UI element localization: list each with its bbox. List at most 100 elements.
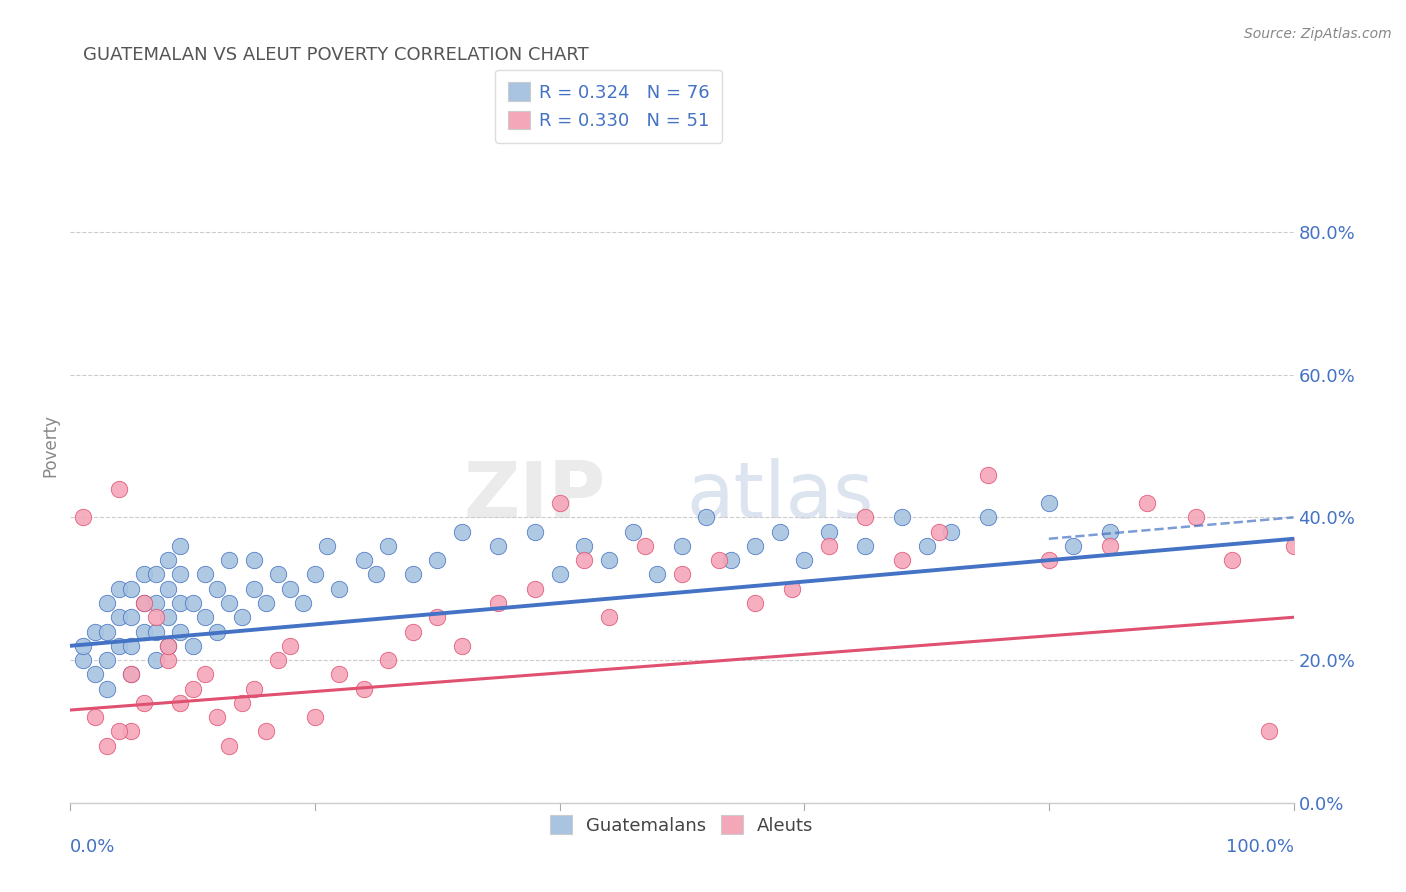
Point — [121, 724, 143, 739]
Point — [572, 553, 595, 567]
Point — [769, 524, 792, 539]
Point — [1038, 496, 1060, 510]
Point — [780, 582, 803, 596]
Point — [671, 567, 693, 582]
Point — [695, 510, 717, 524]
Point — [181, 639, 204, 653]
Point — [548, 567, 571, 582]
Point — [1220, 553, 1243, 567]
Point — [169, 624, 191, 639]
Point — [169, 539, 191, 553]
Point — [108, 482, 131, 496]
Point — [194, 610, 217, 624]
Point — [145, 653, 167, 667]
Point — [243, 681, 266, 696]
Point — [145, 596, 167, 610]
Point — [231, 610, 253, 624]
Point — [328, 667, 350, 681]
Point — [402, 624, 425, 639]
Point — [855, 510, 877, 524]
Point — [720, 553, 742, 567]
Legend: Guatemalans, Aleuts: Guatemalans, Aleuts — [541, 806, 823, 844]
Text: GUATEMALAN VS ALEUT POVERTY CORRELATION CHART: GUATEMALAN VS ALEUT POVERTY CORRELATION … — [83, 46, 588, 64]
Point — [353, 681, 375, 696]
Point — [218, 739, 240, 753]
Point — [96, 624, 118, 639]
Point — [132, 567, 155, 582]
Point — [891, 553, 914, 567]
Point — [744, 596, 766, 610]
Point — [426, 553, 449, 567]
Point — [121, 667, 143, 681]
Point — [132, 624, 155, 639]
Point — [181, 596, 204, 610]
Point — [1099, 539, 1122, 553]
Point — [121, 667, 143, 681]
Point — [243, 582, 266, 596]
Point — [108, 610, 131, 624]
Point — [205, 624, 228, 639]
Point — [157, 639, 180, 653]
Point — [218, 596, 240, 610]
Point — [181, 681, 204, 696]
Point — [855, 539, 877, 553]
Text: ZIP: ZIP — [464, 458, 606, 534]
Point — [267, 567, 290, 582]
Point — [145, 567, 167, 582]
Point — [817, 524, 839, 539]
Point — [169, 696, 191, 710]
Point — [976, 510, 998, 524]
Point — [793, 553, 815, 567]
Point — [121, 639, 143, 653]
Text: Source: ZipAtlas.com: Source: ZipAtlas.com — [1244, 27, 1392, 41]
Point — [218, 553, 240, 567]
Point — [353, 553, 375, 567]
Point — [426, 610, 449, 624]
Point — [402, 567, 425, 582]
Point — [744, 539, 766, 553]
Point — [976, 467, 998, 482]
Point — [72, 653, 94, 667]
Point — [145, 610, 167, 624]
Point — [280, 639, 302, 653]
Point — [96, 596, 118, 610]
Text: 100.0%: 100.0% — [1226, 838, 1294, 856]
Point — [915, 539, 938, 553]
Point — [634, 539, 657, 553]
Point — [169, 567, 191, 582]
Point — [707, 553, 730, 567]
Point — [96, 653, 118, 667]
Point — [205, 710, 228, 724]
Point — [316, 539, 339, 553]
Point — [231, 696, 253, 710]
Text: 0.0%: 0.0% — [70, 838, 115, 856]
Point — [205, 582, 228, 596]
Point — [108, 639, 131, 653]
Point — [939, 524, 962, 539]
Point — [254, 724, 277, 739]
Point — [1099, 524, 1122, 539]
Y-axis label: Poverty: Poverty — [41, 415, 59, 477]
Point — [572, 539, 595, 553]
Point — [121, 582, 143, 596]
Point — [366, 567, 388, 582]
Point — [157, 653, 180, 667]
Point — [157, 553, 180, 567]
Point — [83, 667, 105, 681]
Point — [1038, 553, 1060, 567]
Point — [194, 567, 217, 582]
Point — [524, 582, 547, 596]
Text: atlas: atlas — [686, 458, 873, 534]
Point — [621, 524, 644, 539]
Point — [132, 596, 155, 610]
Point — [548, 496, 571, 510]
Point — [377, 539, 399, 553]
Point — [817, 539, 839, 553]
Point — [96, 739, 118, 753]
Point — [304, 567, 326, 582]
Point — [121, 610, 143, 624]
Point — [598, 553, 620, 567]
Point — [304, 710, 326, 724]
Point — [267, 653, 290, 667]
Point — [157, 582, 180, 596]
